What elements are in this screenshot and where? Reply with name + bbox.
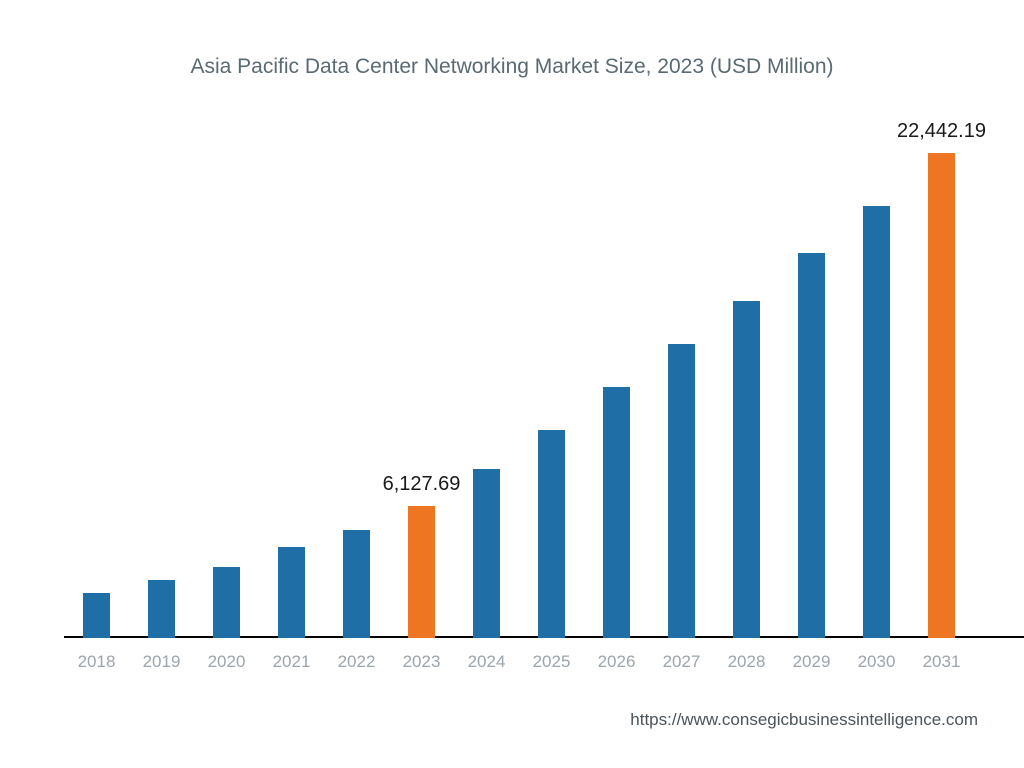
x-tick-label: 2019: [143, 652, 181, 672]
x-tick-label: 2030: [858, 652, 896, 672]
plot-area: 2018201920202021202220236,127.6920242025…: [64, 130, 974, 638]
x-tick-label: 2025: [533, 652, 571, 672]
chart-container: Asia Pacific Data Center Networking Mark…: [0, 0, 1024, 768]
bar-2024: [473, 469, 500, 638]
chart-title: Asia Pacific Data Center Networking Mark…: [0, 55, 1024, 79]
x-tick-label: 2018: [78, 652, 116, 672]
bar-2018: [83, 593, 110, 638]
bar-2029: [798, 253, 825, 638]
bar-2031: [928, 153, 955, 638]
x-tick-label: 2024: [468, 652, 506, 672]
bar-2025: [538, 430, 565, 638]
x-tick-label: 2031: [923, 652, 961, 672]
bar-2023: [408, 506, 435, 638]
x-tick-label: 2026: [598, 652, 636, 672]
bar-value-label: 22,442.19: [897, 120, 986, 143]
bar-2019: [148, 580, 175, 638]
bar-2028: [733, 301, 760, 638]
bar-2021: [278, 547, 305, 638]
x-tick-label: 2028: [728, 652, 766, 672]
x-tick-label: 2021: [273, 652, 311, 672]
x-tick-label: 2020: [208, 652, 246, 672]
x-tick-label: 2022: [338, 652, 376, 672]
bar-2027: [668, 344, 695, 638]
x-tick-label: 2029: [793, 652, 831, 672]
source-url: https://www.consegicbusinessintelligence…: [0, 710, 978, 730]
bar-2030: [863, 206, 890, 638]
bar-2026: [603, 387, 630, 638]
bar-value-label: 6,127.69: [383, 473, 461, 496]
bar-2022: [343, 530, 370, 638]
x-tick-label: 2023: [403, 652, 441, 672]
bar-2020: [213, 567, 240, 638]
x-tick-label: 2027: [663, 652, 701, 672]
